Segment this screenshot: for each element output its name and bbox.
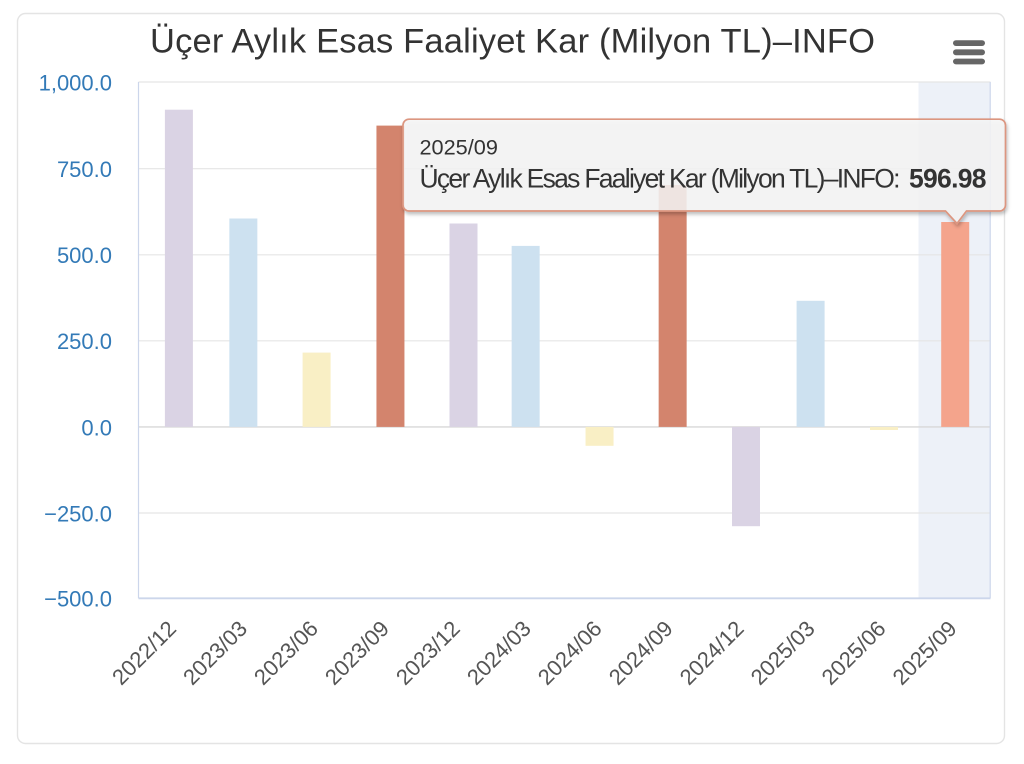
svg-text:0.0: 0.0 [81, 415, 112, 440]
svg-text:500.0: 500.0 [57, 243, 112, 268]
svg-text:596.98: 596.98 [909, 163, 987, 193]
svg-text:2025/09: 2025/09 [420, 135, 498, 160]
svg-text:−250.0: −250.0 [44, 501, 112, 526]
svg-text:Üçer Aylık Esas Faaliyet Kar (: Üçer Aylık Esas Faaliyet Kar (Milyon TL)… [150, 23, 875, 61]
svg-text:250.0: 250.0 [57, 329, 112, 354]
svg-text:1,000.0: 1,000.0 [39, 70, 112, 95]
svg-text:−500.0: −500.0 [44, 587, 112, 612]
svg-text:750.0: 750.0 [57, 157, 112, 182]
svg-text:Üçer Aylık Esas Faaliyet Kar (: Üçer Aylık Esas Faaliyet Kar (Milyon TL)… [420, 163, 901, 193]
